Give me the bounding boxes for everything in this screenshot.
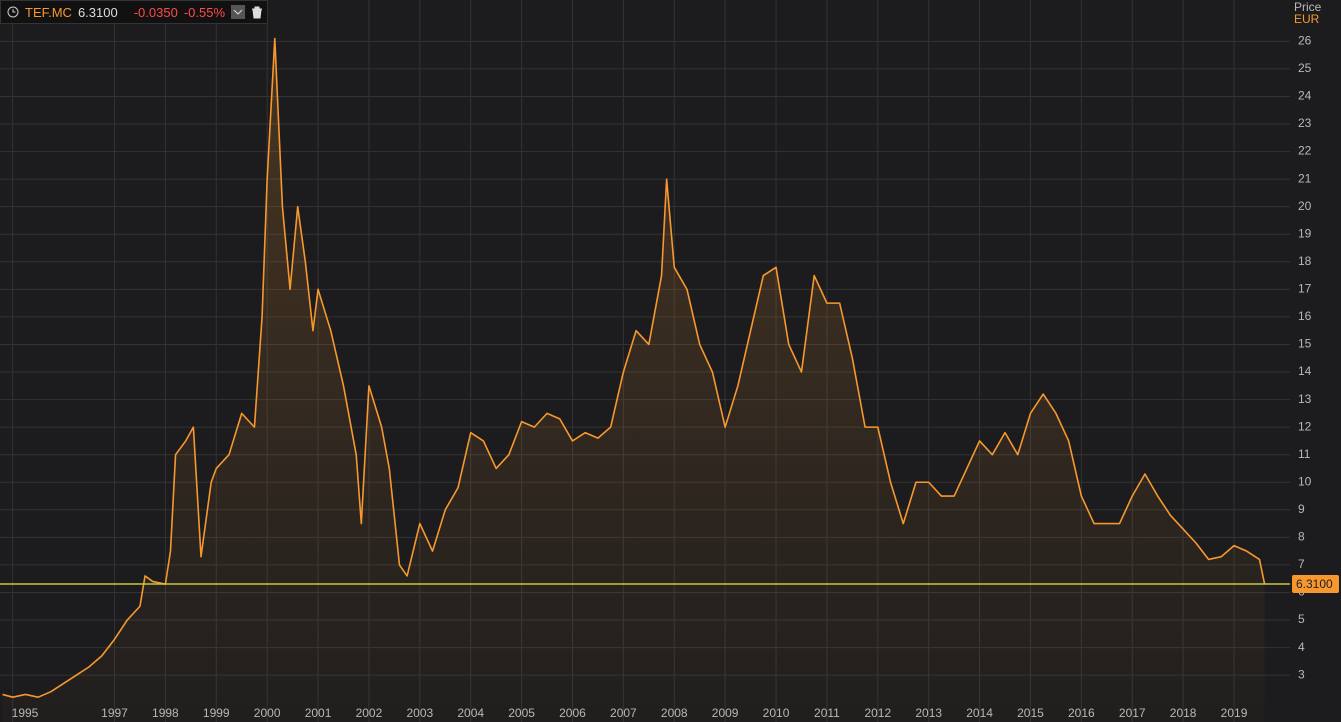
y-axis-unit: EUR (1294, 12, 1320, 26)
y-tick-label: 8 (1298, 530, 1305, 544)
y-tick-label: 13 (1298, 392, 1312, 406)
y-tick-label: 9 (1298, 502, 1305, 516)
last-price-tag (1292, 574, 1339, 593)
y-tick-label: 25 (1298, 61, 1312, 75)
y-tick-label: 12 (1298, 419, 1312, 433)
y-tick-label: 11 (1298, 447, 1311, 461)
dropdown-button[interactable] (231, 5, 246, 19)
y-tick-label: 19 (1298, 226, 1312, 240)
y-tick-label: 5 (1298, 612, 1305, 626)
y-tick-label: 17 (1298, 282, 1312, 296)
y-tick-label: 23 (1298, 116, 1312, 130)
last-price-label: 6.3100 (1296, 577, 1333, 591)
change-pct: -0.55% (183, 4, 226, 20)
price-area (2, 38, 1265, 722)
y-tick-label: 18 (1298, 254, 1312, 268)
y-axis-title: Price (1294, 0, 1322, 14)
y-tick-label: 22 (1298, 144, 1312, 158)
price-line (2, 37, 1266, 698)
clock-icon (7, 6, 19, 18)
y-tick-label: 14 (1298, 364, 1312, 378)
y-tick-label: 15 (1298, 337, 1312, 351)
y-tick-label: 4 (1298, 640, 1305, 654)
y-tick-label: 16 (1298, 309, 1312, 323)
y-tick-label: 26 (1298, 34, 1312, 48)
delete-button[interactable] (251, 6, 263, 19)
symbol: TEF.MC (25, 4, 72, 20)
y-tick-label: 7 (1298, 557, 1305, 571)
y-tick-label: 10 (1298, 474, 1312, 488)
y-tick-label: 24 (1298, 89, 1312, 103)
y-tick-label: 21 (1298, 171, 1312, 185)
instrument-header: TEF.MC 6.3100 -0.0350 -0.55% (0, 0, 268, 24)
last-price: 6.3100 (77, 4, 118, 20)
change: -0.0350 (133, 4, 178, 20)
y-tick-label: 20 (1298, 199, 1312, 213)
y-tick-label: 3 (1298, 667, 1305, 681)
